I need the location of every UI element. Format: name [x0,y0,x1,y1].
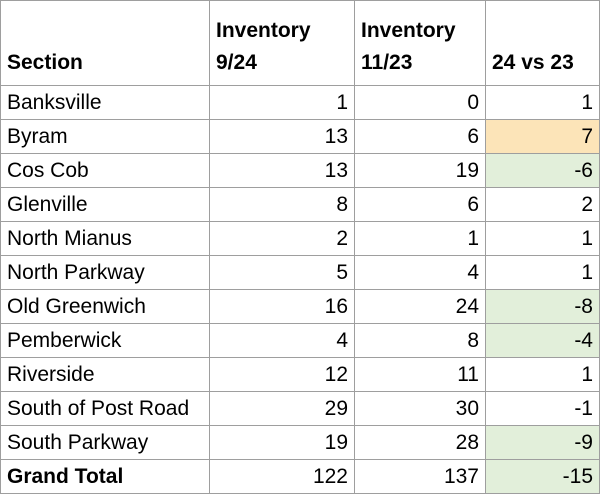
cell-inventory-11-23: 6 [354,119,486,154]
cell-24-vs-23: -1 [485,391,600,426]
table-row: Byram 13 6 7 [0,119,600,154]
grand-total-inventory-11-23: 137 [354,459,486,494]
grand-total-24-vs-23: -15 [485,459,600,494]
cell-inventory-11-23: 11 [354,357,486,392]
cell-section: Byram [0,119,210,154]
cell-section: Banksville [0,85,210,120]
table-row: South Parkway 19 28 -9 [0,425,600,460]
cell-inventory-11-23: 19 [354,153,486,188]
cell-24-vs-23: -4 [485,323,600,358]
cell-inventory-11-23: 30 [354,391,486,426]
cell-inventory-9-24: 13 [209,119,355,154]
table-row: Banksville 1 0 1 [0,85,600,120]
header-inventory-9-24-line2: 9/24 [216,51,257,74]
cell-inventory-11-23: 28 [354,425,486,460]
cell-inventory-9-24: 1 [209,85,355,120]
cell-section: Old Greenwich [0,289,210,324]
cell-section: North Parkway [0,255,210,290]
header-row: Section Inventory 9/24 Inventory 11/23 2… [0,0,600,86]
table-row: Pemberwick 4 8 -4 [0,323,600,358]
cell-section: Cos Cob [0,153,210,188]
cell-inventory-9-24: 29 [209,391,355,426]
header-inventory-9-24-line1: Inventory [216,19,311,42]
cell-inventory-9-24: 2 [209,221,355,256]
cell-section: Riverside [0,357,210,392]
cell-24-vs-23: 2 [485,187,600,222]
cell-24-vs-23: 1 [485,85,600,120]
cell-24-vs-23: 7 [485,119,600,154]
table-row: South of Post Road 29 30 -1 [0,391,600,426]
cell-24-vs-23: 1 [485,255,600,290]
grand-total-inventory-9-24: 122 [209,459,355,494]
table-row: North Mianus 2 1 1 [0,221,600,256]
table-row: North Parkway 5 4 1 [0,255,600,290]
table-row: Glenville 8 6 2 [0,187,600,222]
cell-inventory-9-24: 5 [209,255,355,290]
header-inventory-11-23: Inventory 11/23 [354,0,486,86]
cell-inventory-9-24: 4 [209,323,355,358]
table-row: Old Greenwich 16 24 -8 [0,289,600,324]
cell-inventory-11-23: 6 [354,187,486,222]
header-section: Section [0,0,210,86]
cell-section: Glenville [0,187,210,222]
grand-total-label: Grand Total [0,459,210,494]
header-inventory-11-23-line2: 11/23 [361,51,413,74]
cell-inventory-11-23: 0 [354,85,486,120]
cell-inventory-11-23: 4 [354,255,486,290]
header-section-label: Section [7,51,83,74]
table-row: Riverside 12 11 1 [0,357,600,392]
cell-inventory-11-23: 8 [354,323,486,358]
cell-inventory-11-23: 24 [354,289,486,324]
cell-inventory-9-24: 8 [209,187,355,222]
cell-section: North Mianus [0,221,210,256]
cell-section: South of Post Road [0,391,210,426]
cell-24-vs-23: 1 [485,221,600,256]
cell-24-vs-23: -8 [485,289,600,324]
cell-24-vs-23: -6 [485,153,600,188]
grand-total-row: Grand Total 122 137 -15 [0,459,600,494]
header-inventory-9-24: Inventory 9/24 [209,0,355,86]
cell-inventory-9-24: 19 [209,425,355,460]
cell-inventory-9-24: 13 [209,153,355,188]
cell-inventory-9-24: 12 [209,357,355,392]
header-inventory-11-23-line1: Inventory [361,19,456,42]
cell-section: Pemberwick [0,323,210,358]
cell-24-vs-23: 1 [485,357,600,392]
header-24-vs-23: 24 vs 23 [485,0,600,86]
header-24-vs-23-label: 24 vs 23 [492,51,574,74]
table-row: Cos Cob 13 19 -6 [0,153,600,188]
cell-inventory-11-23: 1 [354,221,486,256]
cell-inventory-9-24: 16 [209,289,355,324]
cell-section: South Parkway [0,425,210,460]
cell-24-vs-23: -9 [485,425,600,460]
